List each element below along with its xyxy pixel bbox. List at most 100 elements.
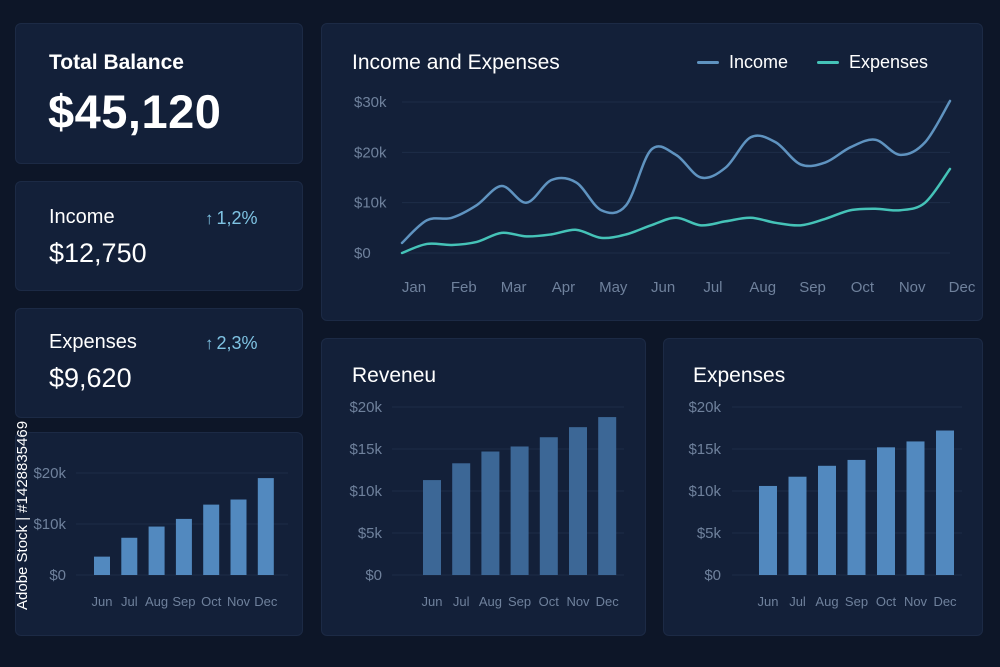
- x-tick-label: Jan: [402, 279, 426, 296]
- y-tick-label: $15k: [688, 441, 721, 458]
- x-tick-label: Oct: [851, 279, 875, 296]
- bar: [257, 478, 274, 575]
- bar: [510, 446, 529, 575]
- x-tick-label: Sep: [508, 594, 531, 609]
- x-tick-label: Oct: [876, 594, 897, 609]
- x-tick-label: Jun: [651, 279, 675, 296]
- bar: [788, 476, 807, 575]
- bar: [906, 441, 925, 575]
- revenue-chart-card: Reveneu $0 $5k $10k $15k $20k Jun Jul Aug Sep Oct…: [321, 338, 646, 636]
- bar: [877, 447, 895, 575]
- x-tick-label: Jul: [789, 594, 806, 609]
- income-card: Income ↑ 1,2% $12,750: [15, 181, 303, 291]
- x-tick-label: Nov: [566, 594, 590, 609]
- y-tick-label: $30k: [354, 94, 387, 111]
- expenses-change-value: 2,3%: [216, 333, 258, 353]
- y-tick-label: $15k: [349, 441, 382, 458]
- y-tick-label: $20k: [354, 144, 387, 161]
- expenses-change: ↑ 2,3%: [205, 333, 258, 354]
- bar: [203, 504, 220, 575]
- x-tick-label: Oct: [539, 594, 560, 609]
- bar: [818, 465, 836, 575]
- x-tick-label: Dec: [596, 594, 620, 609]
- x-tick-label: Oct: [201, 594, 222, 609]
- x-tick-label: Jun: [92, 594, 113, 609]
- income-change: ↑ 1,2%: [205, 208, 258, 229]
- bar: [569, 427, 587, 575]
- x-tick-label: Sep: [172, 594, 195, 609]
- income-label: Income: [49, 206, 115, 228]
- y-tick-label: $5k: [697, 525, 722, 542]
- bar: [936, 430, 954, 575]
- x-tick-label: Nov: [904, 594, 928, 609]
- y-tick-label: $10k: [33, 516, 66, 533]
- x-tick-label: Jun: [422, 594, 443, 609]
- bar: [230, 499, 247, 575]
- y-tick-label: $0: [365, 567, 382, 584]
- y-tick-label: $0: [354, 245, 371, 262]
- income-value: $12,750: [49, 238, 147, 268]
- x-tick-label: Feb: [451, 279, 477, 296]
- bar: [539, 437, 558, 575]
- total-balance-value: $45,120: [48, 85, 222, 138]
- bar: [94, 556, 110, 575]
- x-tick-label: Dec: [933, 594, 957, 609]
- expenses-line: [400, 167, 952, 255]
- expenses-card: Expenses ↑ 2,3% $9,620: [15, 308, 303, 418]
- legend-income: Income: [697, 52, 788, 73]
- expenses-chart-title: Expenses: [693, 364, 786, 387]
- arrow-up-icon: ↑: [205, 334, 214, 353]
- revenue-chart-title: Reveneu: [352, 364, 437, 387]
- x-tick-label: Jul: [703, 279, 722, 296]
- x-tick-label: Jul: [453, 594, 470, 609]
- legend-expenses-label: Expenses: [849, 52, 929, 72]
- x-tick-label: Mar: [501, 279, 527, 296]
- x-tick-label: Apr: [552, 279, 575, 296]
- legend-expenses-swatch: [817, 61, 839, 64]
- x-tick-label: Nov: [899, 279, 926, 296]
- total-balance-label: Total Balance: [49, 51, 184, 74]
- expenses-value: $9,620: [49, 363, 132, 393]
- stock-id-text: Adobe Stock | #1428835469: [14, 420, 31, 610]
- y-tick-label: $20k: [688, 399, 721, 416]
- y-tick-label: $10k: [354, 195, 387, 212]
- mini-bar-chart-card: $0 $10k $20k Jun Jul Aug Sep Oct Nov Dec: [15, 432, 303, 636]
- bar: [452, 463, 471, 575]
- y-tick-label: $10k: [688, 483, 721, 500]
- income-expenses-chart-title: Income and Expenses: [352, 51, 560, 74]
- y-tick-label: $10k: [349, 483, 382, 500]
- x-tick-label: Aug: [749, 279, 776, 296]
- x-tick-label: Jun: [758, 594, 779, 609]
- legend-income-swatch: [697, 61, 719, 64]
- x-tick-label: Aug: [479, 594, 502, 609]
- x-tick-label: Jul: [121, 594, 138, 609]
- x-tick-label: Sep: [799, 279, 826, 296]
- legend-expenses: Expenses: [817, 52, 928, 73]
- y-tick-label: $5k: [358, 525, 383, 542]
- bar: [148, 526, 165, 575]
- x-tick-label: Dec: [949, 279, 976, 296]
- bar: [423, 480, 441, 575]
- arrow-up-icon: ↑: [205, 209, 214, 228]
- y-tick-label: $20k: [33, 465, 66, 482]
- legend-income-label: Income: [729, 52, 789, 72]
- income-change-value: 1,2%: [216, 208, 258, 228]
- total-balance-card: Total Balance $45,120: [15, 23, 303, 164]
- x-tick-label: May: [599, 279, 628, 296]
- mini-bar-chart: $0 $10k $20k Jun Jul Aug Sep Oct Nov Dec: [33, 465, 288, 609]
- y-tick-label: $0: [49, 567, 66, 584]
- y-tick-label: $0: [704, 567, 721, 584]
- x-tick-label: Aug: [145, 594, 168, 609]
- bar: [598, 417, 617, 575]
- x-tick-label: Dec: [254, 594, 278, 609]
- bar: [759, 485, 777, 575]
- bar: [175, 518, 192, 575]
- x-tick-label: Aug: [815, 594, 838, 609]
- income-expenses-line-chart: $0 $10k $20k $30k Jan Feb Mar Apr May Jun Jul Aug Se…: [354, 94, 976, 296]
- x-tick-label: Nov: [227, 594, 251, 609]
- expenses-label: Expenses: [49, 331, 137, 353]
- income-expenses-chart-card: Income and Expenses Income Expenses $0 $1…: [321, 23, 983, 321]
- income-line: [400, 99, 952, 245]
- y-tick-label: $20k: [349, 399, 382, 416]
- bar: [847, 459, 866, 575]
